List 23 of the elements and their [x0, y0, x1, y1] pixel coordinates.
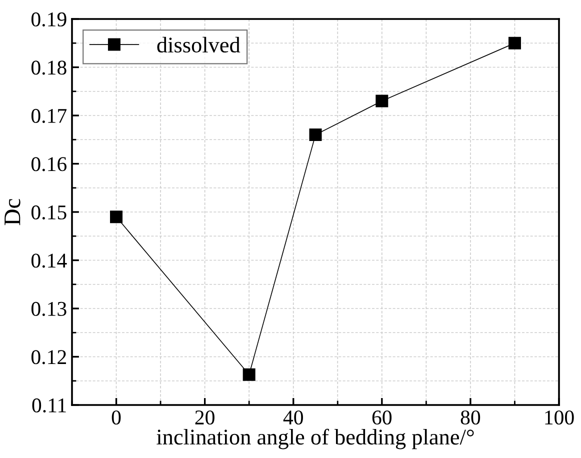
x-tick-label: 80: [460, 410, 480, 425]
point: [376, 94, 388, 108]
x-tick-label: 100: [545, 410, 574, 425]
y-tick-label: 0.17: [31, 108, 67, 124]
y-axis-title: Dc: [4, 198, 20, 226]
point: [110, 210, 123, 224]
point: [242, 368, 256, 381]
x-tick-label: 40: [283, 410, 303, 425]
x-tick-label: 0: [112, 410, 121, 425]
x-axis-title: inclination angle of bedding plane/°: [156, 428, 474, 450]
legend-label: dissolved: [157, 36, 240, 53]
y-tick-label: 0.19: [31, 12, 66, 27]
y-tick-label: 0.13: [31, 302, 66, 316]
y-tick-label: 0.14: [31, 254, 67, 268]
x-tick-label: 20: [195, 410, 214, 425]
y-tick-label: 0.15: [31, 205, 66, 220]
point: [309, 128, 322, 142]
y-tick-label: 0.12: [31, 350, 66, 364]
x-tick-label: 60: [372, 410, 392, 425]
point: [508, 36, 521, 50]
y-tick-label: 0.16: [31, 157, 67, 172]
y-tick-label: 0.11: [32, 398, 66, 413]
y-tick-label: 0.18: [31, 60, 66, 75]
